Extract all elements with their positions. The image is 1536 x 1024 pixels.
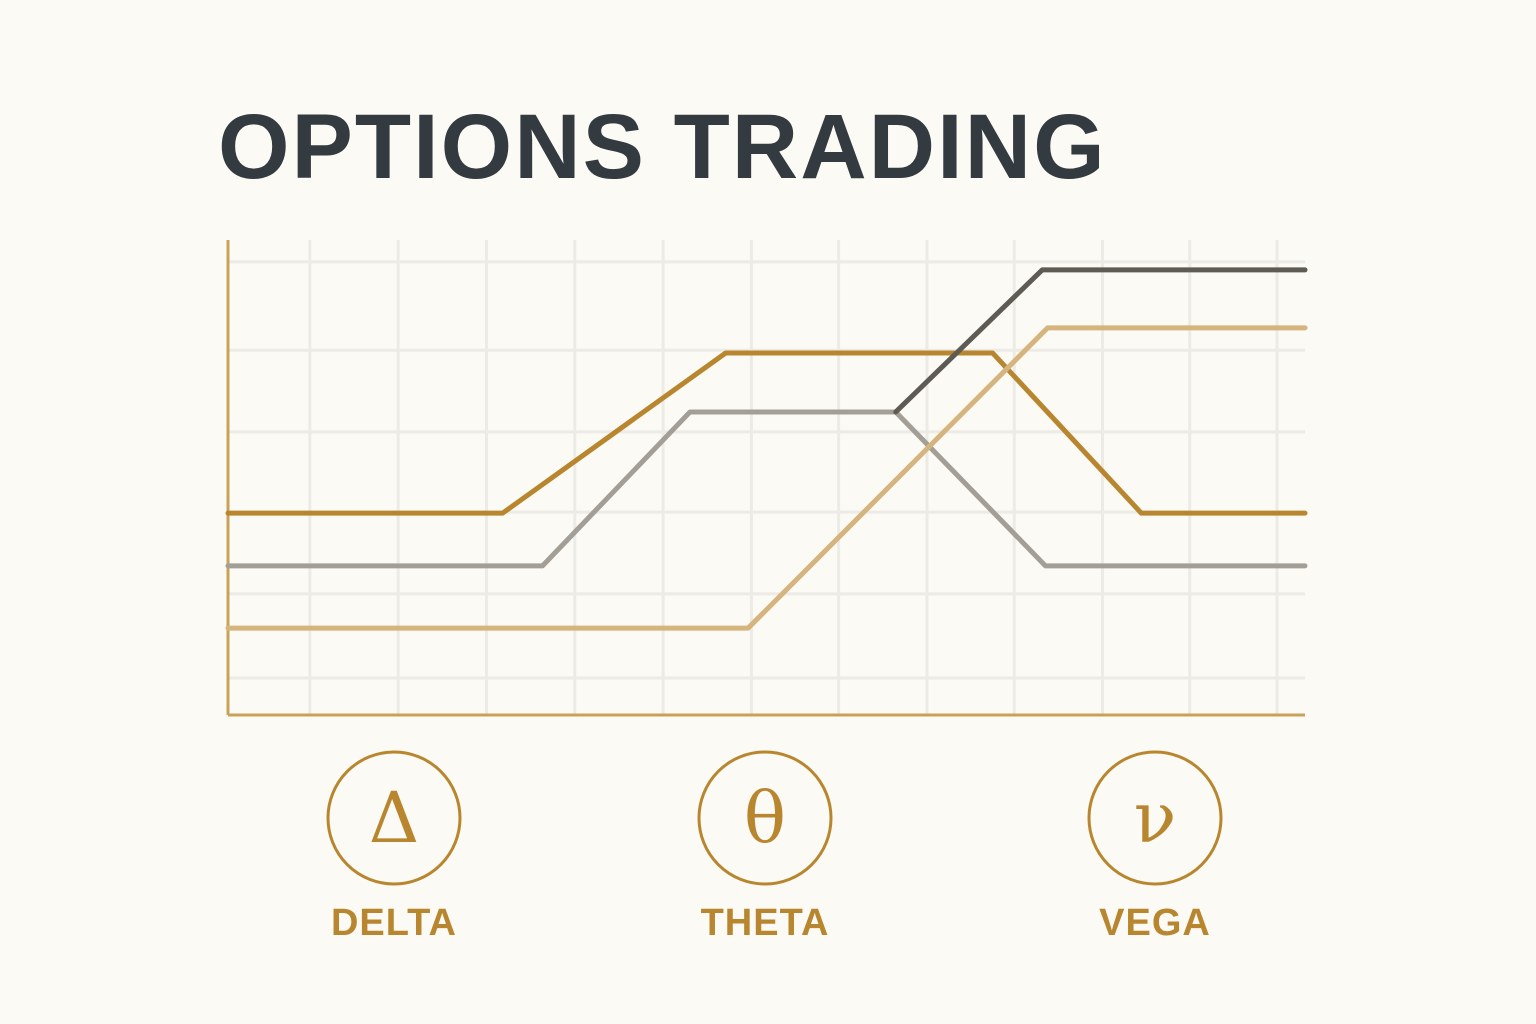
legend-label: THETA [701,902,830,944]
line-series [893,267,1308,415]
legend-label: DELTA [331,902,457,944]
legend-symbol: θ [744,777,786,859]
line-series [225,409,1308,569]
legend-symbol: Δ [369,777,420,859]
legend-icon [1087,750,1223,886]
chart-title: OPTIONS TRADING [218,96,1107,198]
line-series [225,350,1308,516]
legend-icon [697,750,833,886]
legend-symbol: ν [1134,777,1177,859]
line-series [225,325,1308,631]
legend-icon [326,750,462,886]
legend-label: VEGA [1099,902,1211,944]
